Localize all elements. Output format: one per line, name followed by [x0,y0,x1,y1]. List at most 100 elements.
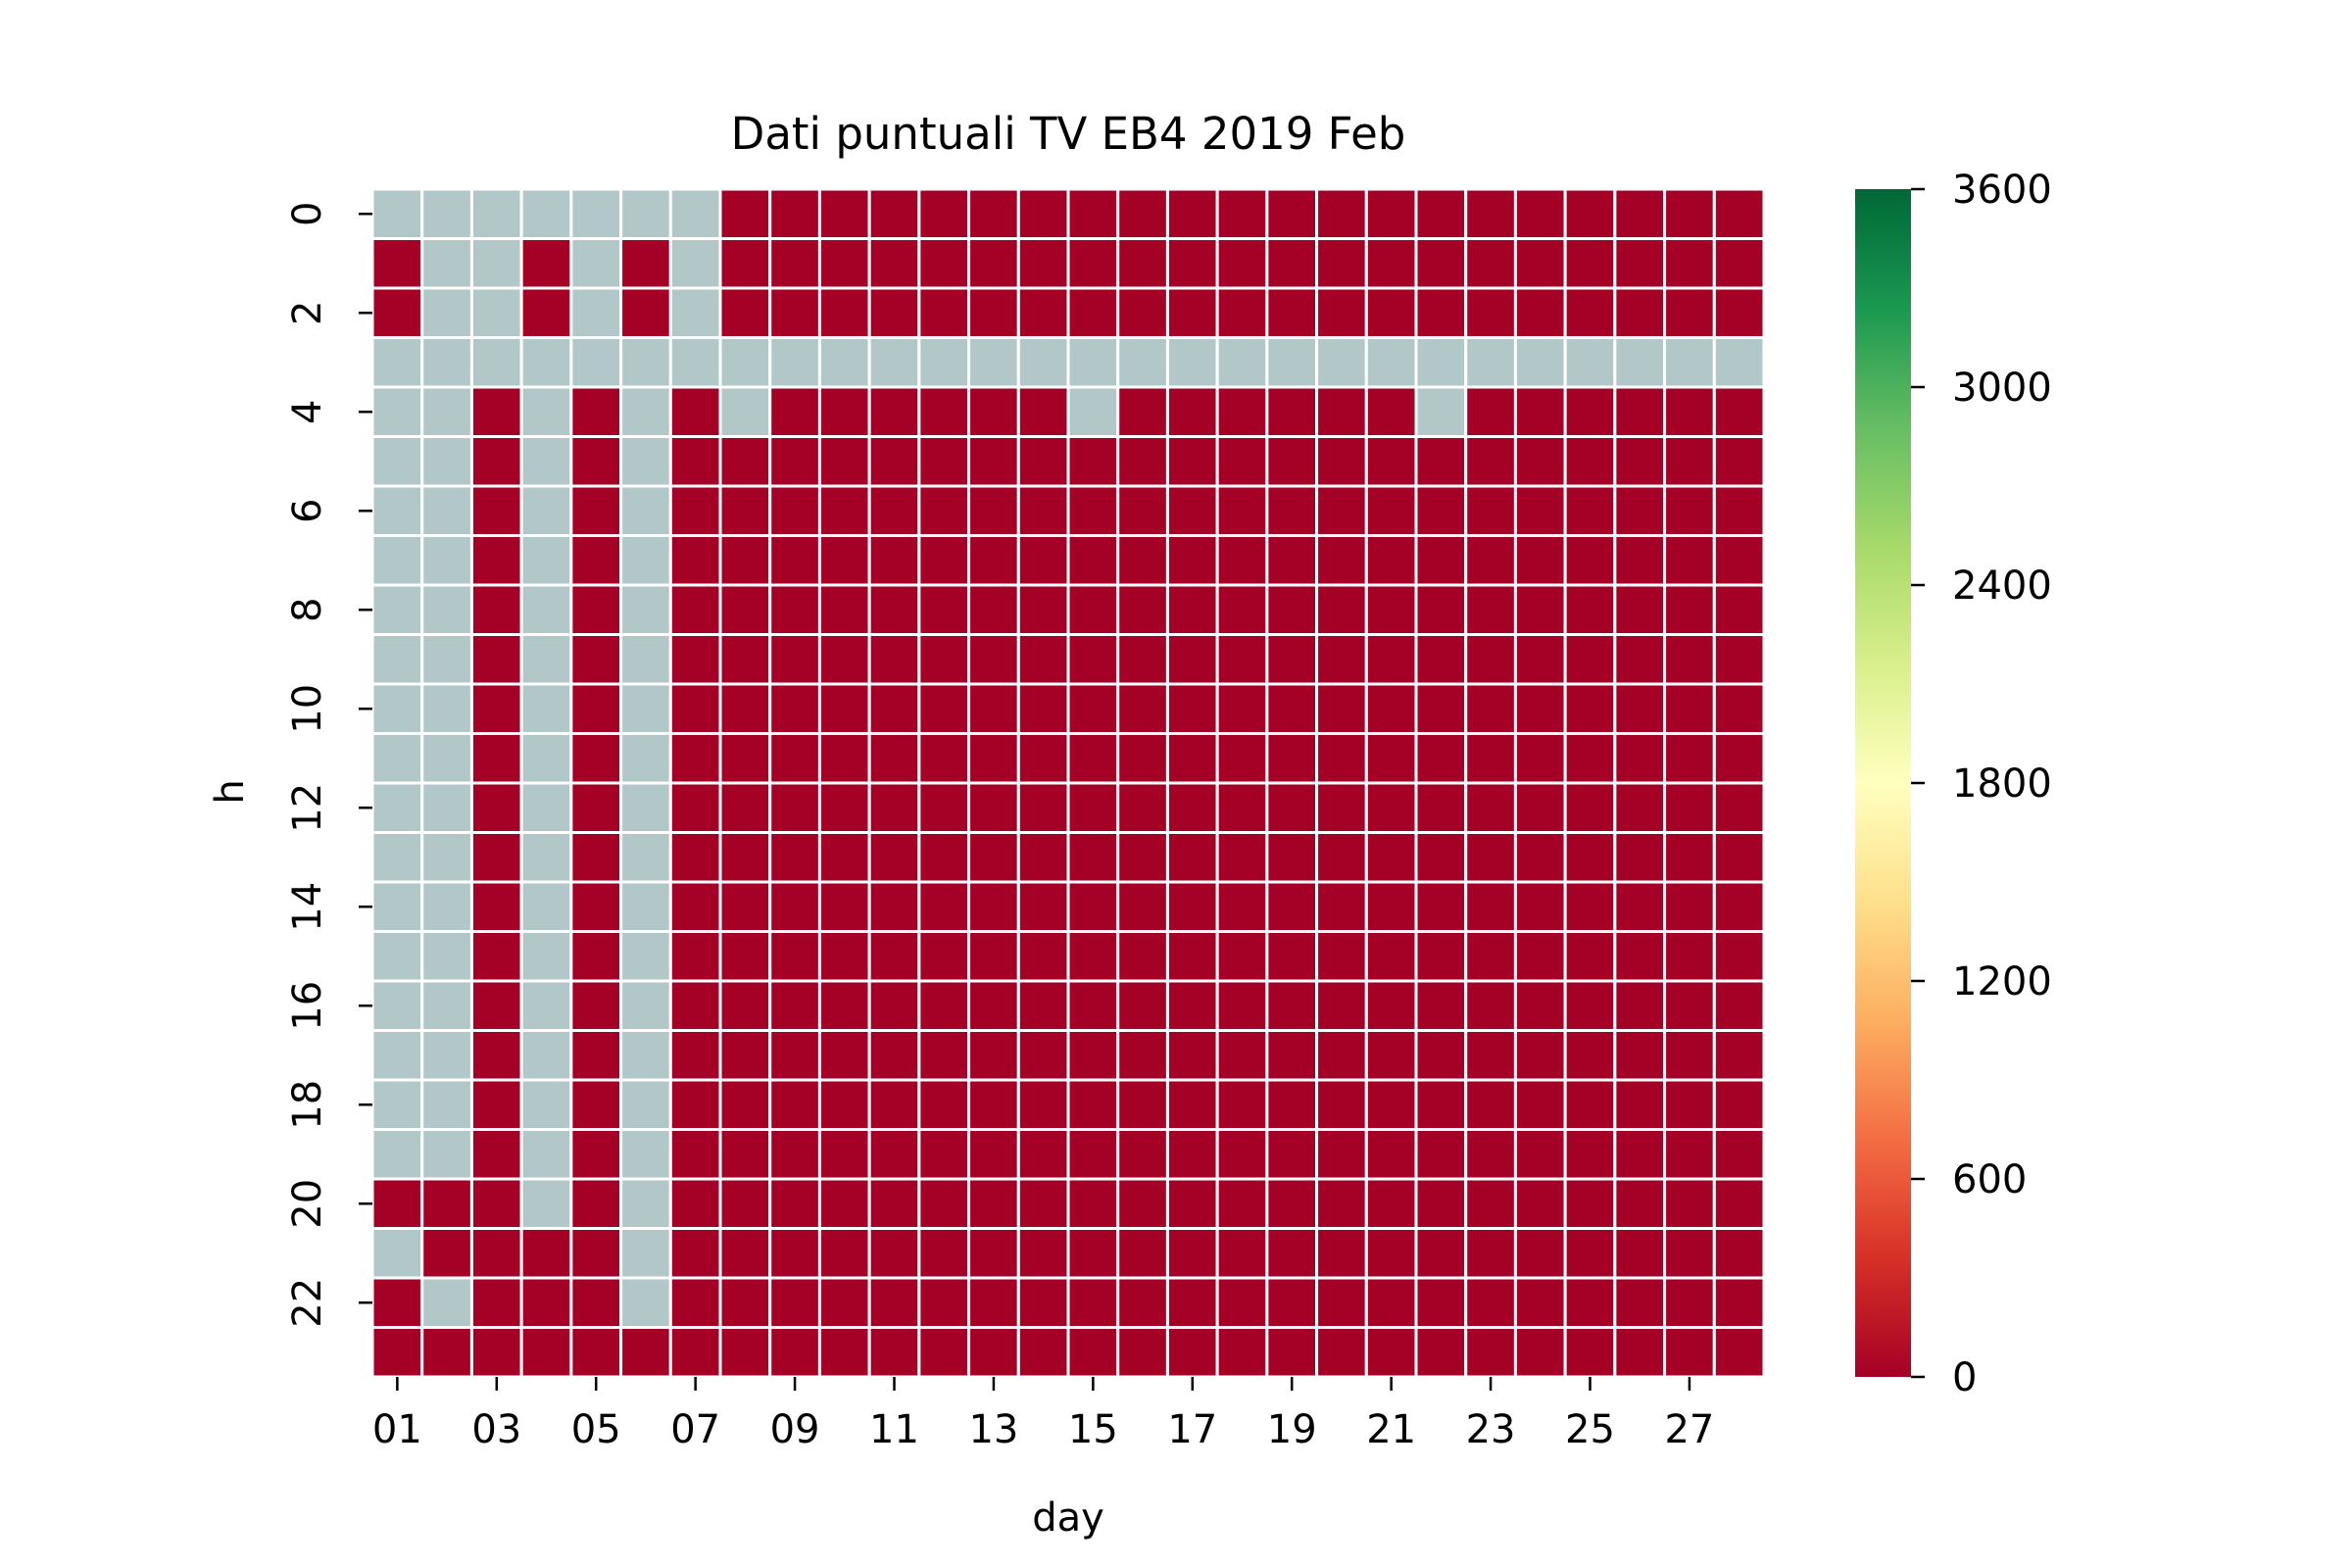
heatmap-cell [1663,930,1716,983]
heatmap-cell [967,732,1020,785]
heatmap-cell [718,435,772,488]
heatmap-cell [1563,1128,1617,1181]
heatmap-cell [1265,385,1319,438]
heatmap-cell [1066,633,1120,686]
heatmap-cell [817,682,871,735]
heatmap-cell-missing [619,682,672,735]
heatmap-cell [569,633,623,686]
heatmap-cell-missing [619,1029,672,1082]
heatmap-cell [1265,1078,1319,1131]
heatmap-cell [370,1326,424,1379]
heatmap-cell-missing [1613,336,1667,389]
heatmap-cell [1265,682,1319,735]
heatmap-cell [768,583,821,636]
heatmap-cell [1215,1276,1269,1329]
heatmap-cell [469,831,523,884]
heatmap-cell [1563,1326,1617,1379]
heatmap-cell [1215,187,1269,240]
heatmap-cell [1364,979,1418,1032]
x-tick-label: 25 [1565,1407,1615,1452]
heatmap-cell [1464,1177,1517,1230]
heatmap-cell [1414,1078,1468,1131]
heatmap-cell [1116,930,1169,983]
heatmap-cell [1016,385,1070,438]
heatmap-cell-missing [668,237,722,290]
y-tick-label: 0 [285,202,330,226]
heatmap-cell [1066,930,1120,983]
heatmap-cell [917,930,971,983]
heatmap-cell [1215,1326,1269,1379]
heatmap-cell [469,1128,523,1181]
heatmap-cell [1712,1029,1766,1082]
heatmap-cell [817,187,871,240]
heatmap-cell [917,979,971,1032]
heatmap-cell [768,1078,821,1131]
heatmap-cell [768,385,821,438]
heatmap-cell [817,732,871,785]
heatmap-cell [1066,237,1120,290]
heatmap-cell [917,732,971,785]
y-tick-label: 6 [285,499,330,523]
heatmap-cell-missing [370,781,424,834]
heatmap-cell-missing [569,286,623,339]
heatmap-cell [1265,583,1319,636]
heatmap-cell [1563,1078,1617,1131]
heatmap-cell [867,583,921,636]
heatmap-cell [668,880,722,933]
heatmap-cell [1066,534,1120,587]
heatmap-cell-missing [370,484,424,537]
heatmap-cell-missing [1116,336,1169,389]
heatmap-cell [768,1029,821,1082]
heatmap-cell [1613,1029,1667,1082]
heatmap-cell [1663,1326,1716,1379]
heatmap-cell [1116,1128,1169,1181]
heatmap-cell-missing [370,732,424,785]
heatmap-cell [1613,979,1667,1032]
heatmap-cell [1712,237,1766,290]
heatmap-cell [917,237,971,290]
heatmap-cell [1563,187,1617,240]
heatmap-cell-missing [519,385,573,438]
heatmap-cell [817,831,871,884]
heatmap-cell [867,1078,921,1131]
heatmap-cell [519,286,573,339]
heatmap-cell-missing [370,435,424,488]
heatmap-cell [1414,633,1468,686]
heatmap-cell [917,633,971,686]
heatmap-cell [718,930,772,983]
heatmap-cell [1315,435,1368,488]
heatmap-cell [817,979,871,1032]
heatmap-cell [1414,435,1468,488]
x-tick-label: 19 [1267,1407,1317,1452]
heatmap-cell [569,979,623,1032]
heatmap-cell [1364,534,1418,587]
heatmap-cell [1016,781,1070,834]
heatmap-cell [1712,1276,1766,1329]
heatmap-cell [1215,435,1269,488]
heatmap-cell [519,237,573,290]
heatmap-cell [867,385,921,438]
heatmap-cell [668,1276,722,1329]
heatmap-cell [1613,633,1667,686]
heatmap-cell [1165,286,1219,339]
heatmap-cell [1663,385,1716,438]
heatmap-cell [1315,1128,1368,1181]
heatmap-cell [1563,286,1617,339]
heatmap-cell [1563,1276,1617,1329]
heatmap-cell [1364,781,1418,834]
heatmap-cell [1464,1029,1517,1082]
heatmap-cell [1414,237,1468,290]
heatmap-cell [768,534,821,587]
heatmap-cell-missing [370,880,424,933]
heatmap-cell-missing [1513,336,1567,389]
heatmap-cell-missing [867,336,921,389]
heatmap-cell [1663,435,1716,488]
heatmap-cell [917,1029,971,1082]
heatmap-cell [917,187,971,240]
heatmap-cell [569,930,623,983]
heatmap-cell [1613,286,1667,339]
heatmap-cell [768,682,821,735]
heatmap-cell [917,1078,971,1131]
heatmap-cell [1613,930,1667,983]
heatmap-cell [1165,979,1219,1032]
